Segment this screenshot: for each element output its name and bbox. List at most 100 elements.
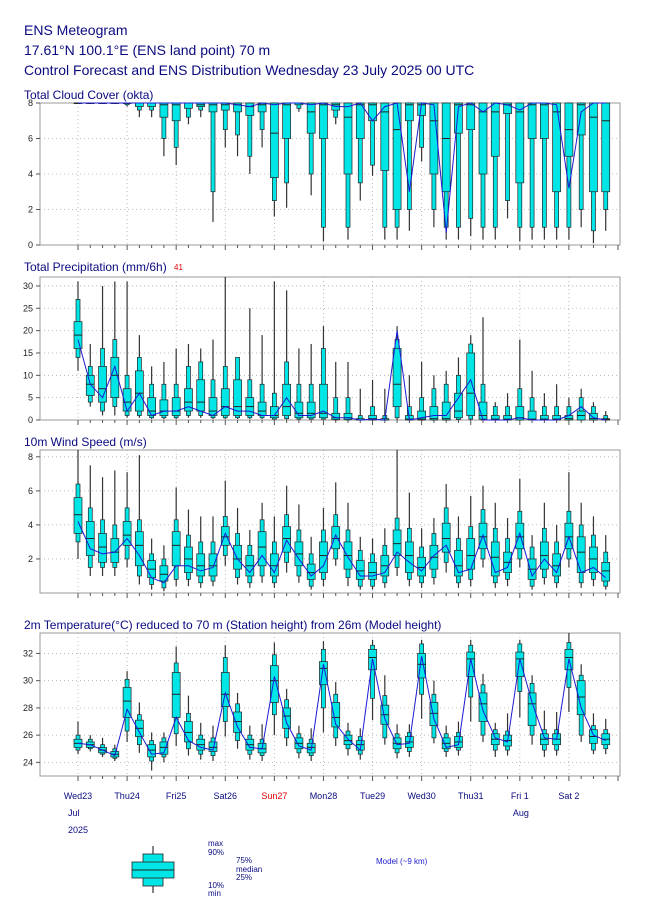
quartile-box	[392, 348, 402, 407]
box-222h	[527, 535, 537, 590]
control-forecast-line	[78, 102, 606, 233]
quartile-box	[270, 665, 279, 703]
box-96h	[270, 281, 279, 420]
box-48h	[171, 102, 181, 166]
quartile-box	[368, 562, 377, 580]
box-168h	[417, 361, 426, 421]
panel-1: Total Precipitation (mm/6h) 41 0 5 10 15 20 25 3…	[23, 260, 621, 425]
box-240h	[564, 633, 574, 712]
box-192h	[466, 335, 476, 420]
quartile-box	[184, 546, 193, 573]
box-228h	[540, 102, 549, 240]
quartile-box	[184, 721, 193, 743]
panel-title: 10m Wind Speed (m/s)	[24, 435, 147, 449]
box-0h	[73, 281, 83, 371]
box-18h	[110, 470, 120, 576]
quartile-box	[122, 521, 132, 546]
panel-0: Total Cloud Cover (okta) 0 2 4 6 8	[24, 88, 621, 250]
quartile-box	[466, 538, 476, 570]
quartile-box	[270, 102, 279, 178]
y-tick-label: 6	[28, 486, 33, 496]
box-138h	[355, 536, 365, 590]
day-label: Sat26	[214, 791, 238, 801]
quartile-box	[589, 412, 598, 421]
box-174h	[429, 102, 439, 228]
y-tick-label: 30	[23, 676, 33, 686]
box-252h	[589, 713, 598, 755]
box-42h	[159, 361, 169, 420]
quartile-box	[233, 544, 242, 570]
box-48h	[171, 487, 181, 587]
year-label: 2025	[68, 825, 88, 835]
quartile-box	[270, 553, 279, 577]
box-6h	[85, 735, 95, 752]
day-label: Fri25	[166, 791, 187, 801]
quartile-box	[405, 541, 414, 573]
box-210h	[503, 102, 512, 219]
y-tick-label: 0	[28, 415, 33, 425]
box-24h	[122, 102, 132, 107]
quartile-box	[171, 672, 181, 718]
box-186h	[454, 102, 463, 240]
box-54h	[184, 344, 193, 418]
quartile-box	[282, 707, 291, 729]
box-18h	[110, 281, 120, 416]
quartile-box	[527, 102, 537, 139]
box-72h	[220, 277, 230, 420]
box-258h	[601, 718, 611, 755]
box-228h	[540, 393, 549, 421]
box-126h	[331, 682, 341, 747]
box-204h	[490, 402, 500, 421]
box-144h	[368, 538, 377, 590]
box-168h	[417, 102, 426, 162]
box-150h	[380, 675, 390, 745]
quartile-box	[478, 692, 488, 722]
box-12h	[98, 737, 107, 757]
box-84h	[245, 725, 255, 760]
box-258h	[601, 102, 611, 231]
box-24h	[122, 671, 132, 742]
location-line: 17.61°N 100.1°E (ENS land point) 70 m	[24, 42, 271, 58]
y-tick-label: 10	[23, 370, 33, 380]
box-42h	[159, 545, 169, 592]
box-192h	[466, 495, 476, 587]
quartile-box	[208, 397, 218, 416]
day-label: Mon28	[310, 791, 338, 801]
box-84h	[245, 530, 255, 588]
box-96h	[270, 516, 279, 588]
quartile-box	[319, 383, 328, 419]
box-60h	[196, 516, 206, 588]
control-forecast-line	[77, 330, 606, 421]
quartile-box	[576, 536, 586, 573]
box-198h	[478, 317, 488, 421]
quartile-box	[306, 102, 316, 134]
box-222h	[527, 102, 537, 240]
panel-title: 2m Temperature(°C) reduced to 70 m (Stat…	[24, 618, 441, 632]
y-tick-label: 20	[23, 326, 33, 336]
date-axis: Wed23 Thu24 Fri25 Sat26 Sun27 Mon28 Tue29 Wed30…	[64, 791, 580, 835]
quartile-box	[282, 102, 291, 139]
box-78h	[233, 692, 242, 749]
quartile-box	[306, 401, 316, 419]
box-186h	[454, 357, 463, 420]
quartile-box	[220, 672, 230, 707]
quartile-box	[454, 102, 463, 134]
quartile-box	[319, 661, 328, 686]
quartile-box	[110, 538, 120, 563]
box-180h	[441, 484, 451, 573]
box-66h	[208, 339, 218, 420]
box-102h	[282, 485, 291, 573]
box-90h	[257, 335, 267, 420]
box-84h	[245, 308, 255, 420]
box-108h	[294, 102, 304, 112]
quartile-box	[417, 653, 426, 679]
quartile-box	[552, 553, 561, 577]
quartile-box	[171, 102, 181, 122]
box-90h	[257, 502, 267, 583]
quartile-box	[208, 553, 218, 577]
box-18h	[110, 744, 120, 762]
panel-frame	[39, 276, 621, 421]
panel-frame	[39, 632, 621, 777]
quartile-box	[159, 741, 169, 755]
